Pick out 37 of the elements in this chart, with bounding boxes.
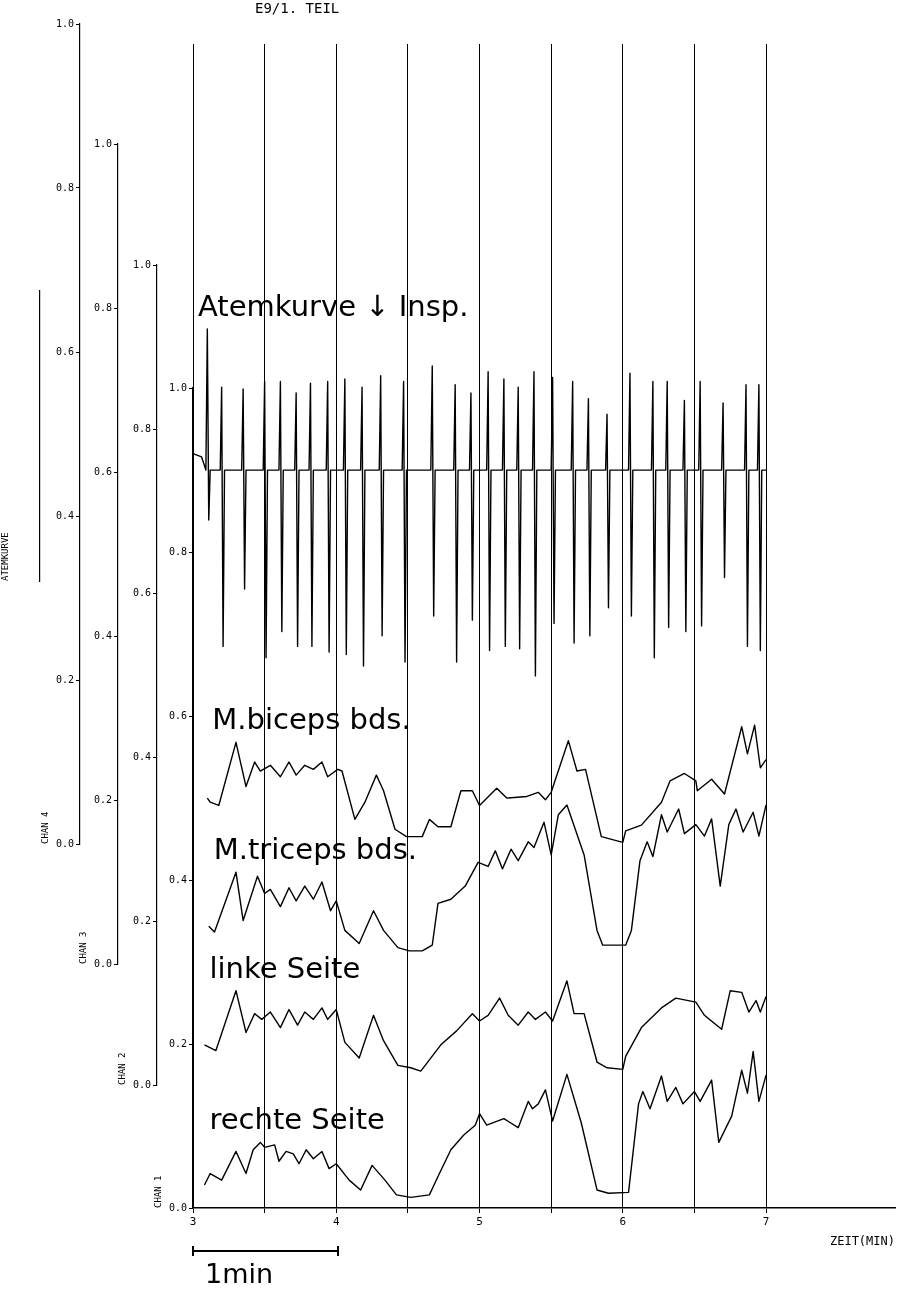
y-tick-label: 0.6	[168, 709, 187, 721]
y-tick-label: 0.0	[93, 957, 112, 969]
x-tick-label: 3	[189, 1215, 197, 1229]
y-tick-label: 0.0	[55, 837, 74, 849]
y-tick-label: 0.6	[55, 345, 74, 357]
y-tick-label: 0.8	[132, 422, 151, 434]
y-tick-label: 0.6	[93, 465, 112, 477]
y-tick-label: 1.0	[55, 17, 74, 29]
y-tick-label: 1.0	[132, 258, 151, 270]
y-tick-label: 0.2	[93, 793, 112, 805]
y-tick-label: 1.0	[168, 381, 187, 393]
y-tick-label: 0.4	[132, 750, 151, 762]
x-tick-label: 6	[619, 1215, 627, 1229]
y-tick-label: 0.8	[55, 181, 74, 193]
y-axis-title: CHAN 3	[77, 931, 88, 964]
text: 1min	[205, 1258, 274, 1289]
y-tick-label: 0.4	[93, 629, 112, 641]
chart-title: E9/1. TEIL	[255, 0, 340, 16]
y-tick-label: 0.8	[93, 301, 112, 313]
y-tick-label: 0.2	[132, 914, 151, 926]
x-axis-title: ZEIT(MIN)	[829, 1233, 895, 1248]
x-tick-label: 7	[762, 1215, 770, 1229]
y-tick-label: 0.0	[168, 1201, 187, 1213]
y-tick-label: 0.6	[132, 586, 151, 598]
y-axis-title: CHAN 4	[39, 811, 50, 844]
y-tick-label: 0.4	[55, 509, 74, 521]
y-tick-label: 0.2	[168, 1037, 187, 1049]
x-tick-label: 5	[476, 1215, 483, 1229]
y-tick-label: 0.2	[55, 673, 74, 685]
y2-axis-title: ATEMKURVE	[0, 532, 10, 581]
x-tick-label: 4	[332, 1215, 340, 1229]
y-tick-label: 0.4	[168, 873, 187, 885]
y-tick-label: 0.0	[132, 1078, 151, 1090]
y-axis-title: CHAN 2	[116, 1052, 127, 1085]
y-tick-label: 1.0	[93, 137, 112, 149]
y-axis-title: CHAN 1	[152, 1175, 163, 1208]
y-tick-label: 0.8	[168, 545, 187, 557]
